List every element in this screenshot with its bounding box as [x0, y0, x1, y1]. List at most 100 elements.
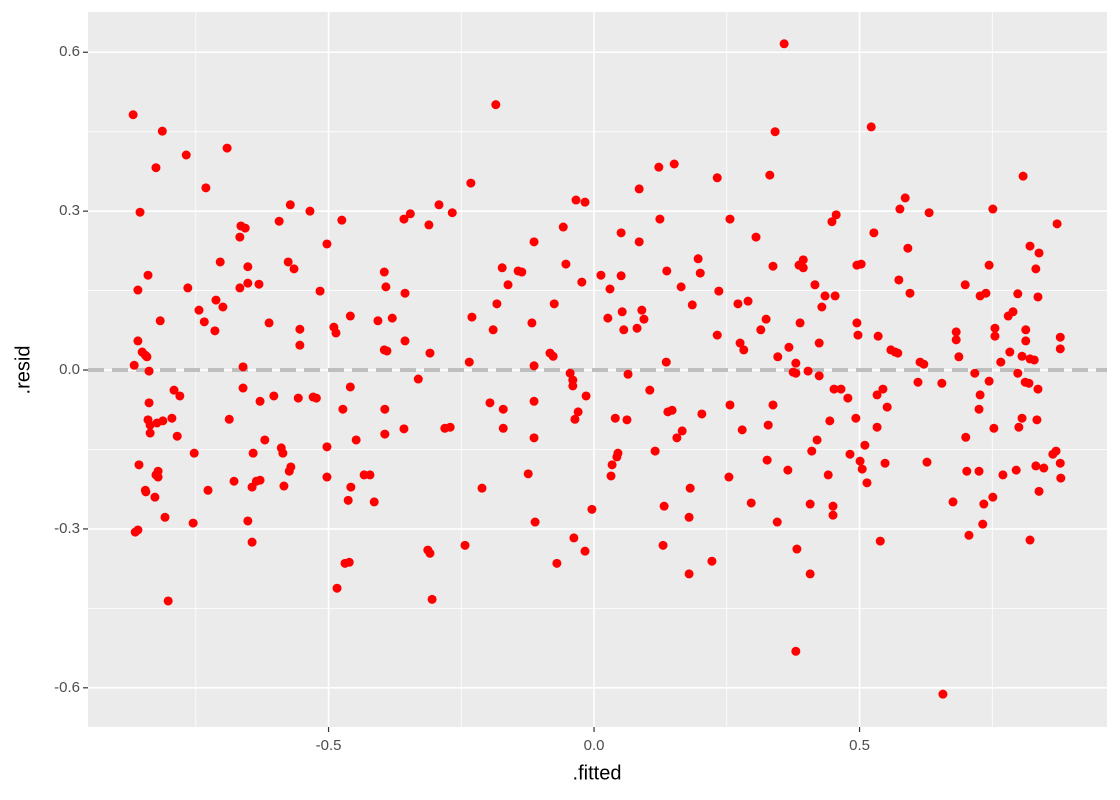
point	[529, 433, 539, 443]
point	[549, 299, 559, 309]
point	[1056, 473, 1066, 483]
point	[658, 540, 668, 550]
point	[503, 280, 513, 290]
point	[765, 170, 775, 180]
point	[845, 449, 855, 459]
point	[331, 328, 341, 338]
point	[1018, 171, 1028, 181]
point	[667, 405, 677, 415]
point	[733, 299, 743, 309]
point	[616, 271, 626, 281]
point	[587, 504, 597, 514]
point	[492, 299, 502, 309]
point	[853, 330, 863, 340]
point	[447, 208, 457, 218]
point	[129, 360, 139, 370]
point	[194, 305, 204, 315]
point	[860, 440, 870, 450]
point	[650, 446, 660, 456]
point	[577, 277, 587, 287]
point	[1008, 307, 1018, 317]
point	[365, 470, 375, 480]
point	[1034, 486, 1044, 496]
point	[201, 183, 211, 193]
point	[961, 432, 971, 442]
point	[1052, 219, 1062, 229]
point	[661, 357, 671, 367]
point	[637, 305, 647, 315]
point	[814, 338, 824, 348]
point	[153, 466, 163, 476]
point	[523, 469, 533, 479]
point	[677, 426, 687, 436]
point	[812, 435, 822, 445]
point	[964, 530, 974, 540]
point	[1017, 351, 1027, 361]
point	[981, 288, 991, 298]
point	[751, 232, 761, 242]
point	[669, 159, 679, 169]
x-axis-title: .fitted	[573, 762, 622, 784]
point	[645, 385, 655, 395]
point	[322, 442, 332, 452]
point	[1039, 463, 1049, 473]
point	[248, 448, 258, 458]
point	[978, 519, 988, 529]
point	[843, 393, 853, 403]
point	[872, 422, 882, 432]
point	[990, 331, 1000, 341]
point	[988, 492, 998, 502]
point	[827, 217, 837, 227]
point	[937, 378, 947, 388]
point	[707, 556, 717, 566]
point	[380, 404, 390, 414]
y-tick-label: 0.3	[59, 202, 80, 219]
point	[485, 398, 495, 408]
point	[1005, 347, 1015, 357]
point	[617, 307, 627, 317]
point	[424, 220, 434, 230]
point	[810, 280, 820, 290]
point	[725, 214, 735, 224]
point	[260, 435, 270, 445]
point	[381, 282, 391, 292]
point	[1029, 355, 1039, 365]
point	[264, 318, 274, 328]
point	[332, 583, 342, 593]
point	[862, 478, 872, 488]
point	[172, 431, 182, 441]
point	[924, 208, 934, 218]
point	[900, 193, 910, 203]
y-tick-label: -0.6	[54, 679, 80, 696]
point	[866, 122, 876, 132]
point	[984, 260, 994, 270]
point	[425, 548, 435, 558]
point	[293, 393, 303, 403]
point	[779, 39, 789, 49]
point	[529, 361, 539, 371]
point	[878, 384, 888, 394]
point	[322, 239, 332, 249]
point	[895, 204, 905, 214]
point	[807, 446, 817, 456]
point	[687, 300, 697, 310]
point	[919, 359, 929, 369]
point	[610, 413, 620, 423]
point	[144, 366, 154, 376]
point	[762, 455, 772, 465]
point	[831, 210, 841, 220]
point	[619, 325, 629, 335]
point	[814, 371, 824, 381]
point	[142, 352, 152, 362]
point	[491, 100, 501, 110]
point	[852, 318, 862, 328]
point	[857, 464, 867, 474]
point	[235, 232, 245, 242]
point	[581, 391, 591, 401]
point	[160, 512, 170, 522]
point	[828, 501, 838, 511]
point	[199, 317, 209, 327]
point	[188, 518, 198, 528]
point	[613, 448, 623, 458]
